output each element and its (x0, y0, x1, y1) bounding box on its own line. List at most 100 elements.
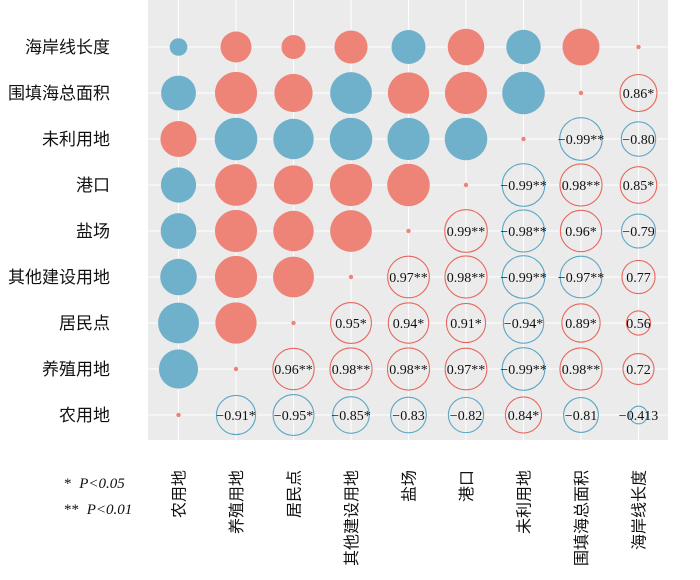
correlation-label: 0.99** (447, 225, 486, 240)
correlation-bubble (158, 302, 199, 344)
row-label: 农用地 (59, 406, 110, 426)
correlation-bubble (348, 274, 354, 280)
correlation-bubble (521, 136, 526, 142)
correlation-label: −0.81 (565, 409, 597, 424)
correlation-label: 0.77 (626, 271, 651, 286)
correlation-bubble (169, 38, 188, 56)
correlation-bubble (233, 366, 239, 372)
legend-mark-1: * (64, 476, 72, 492)
correlation-ring (386, 347, 431, 391)
correlation-bubble (214, 255, 258, 299)
correlation-ring (272, 347, 315, 391)
significance-legend: * P<0.05 ** P<0.01 (64, 476, 132, 518)
correlation-label: 0.89* (565, 317, 597, 332)
correlation-label: −0.83 (392, 409, 424, 424)
correlation-label: −0.82 (450, 409, 482, 424)
correlation-ring (621, 259, 656, 295)
correlation-bubble (214, 71, 258, 115)
correlation-ring (619, 166, 658, 204)
row-label: 居民点 (59, 314, 110, 334)
cells-layer: 0.86* −0.99** −0.80 −0.99** 0.98** 0.85* 0.99*… (158, 28, 658, 436)
correlation-label: 0.95* (335, 317, 367, 332)
row-label: 海岸线长度 (25, 38, 110, 58)
correlation-bubble (214, 209, 258, 253)
correlation-bubble (329, 117, 373, 161)
row-label: 围填海总面积 (8, 84, 110, 104)
column-label: 围填海总面积 (572, 470, 591, 566)
correlation-ring (501, 347, 546, 391)
column-labels: 农用地 养殖用地 居民点 其他建设用地 盐场 港口 未利用地 围填海总面积 海岸线长度 (170, 470, 649, 566)
legend-text-1: P<0.05 (78, 476, 125, 492)
column-label: 未利用地 (515, 470, 534, 534)
correlation-bubble (220, 31, 252, 63)
correlation-label: −0.97** (558, 271, 604, 286)
correlation-bubble (329, 163, 373, 207)
correlation-bubble (176, 412, 181, 418)
correlation-label: −0.94* (504, 317, 543, 332)
correlation-ring (501, 209, 546, 253)
correlation-ring (502, 302, 545, 344)
correlation-label: −0.99** (558, 133, 604, 148)
correlation-ring (629, 405, 648, 425)
correlation-ring (501, 163, 546, 207)
correlation-ring (501, 255, 546, 299)
correlation-label: −0.99** (500, 271, 546, 286)
correlation-label: 0.85* (623, 179, 655, 194)
correlation-bubble (578, 90, 584, 96)
correlation-ring (272, 394, 315, 436)
correlation-ring (447, 396, 485, 434)
row-label: 盐场 (76, 222, 110, 242)
row-label: 其他建设用地 (8, 268, 110, 288)
correlation-ring (390, 396, 427, 434)
correlation-label: 0.86* (623, 87, 655, 102)
correlation-label: 0.91* (450, 317, 482, 332)
correlation-ring (625, 310, 652, 336)
correlation-bubble (273, 165, 314, 205)
correlation-bubble (160, 167, 197, 203)
correlation-label: −0.80 (622, 133, 654, 148)
legend-line-1: * P<0.05 (64, 476, 125, 492)
correlation-label: −0.99** (500, 179, 546, 194)
correlation-ring (559, 117, 603, 161)
correlation-label: 0.94* (393, 317, 425, 332)
correlation-bubble (281, 34, 306, 60)
correlation-bubble (273, 256, 314, 298)
column-label: 居民点 (285, 470, 304, 518)
correlation-bubble (160, 213, 197, 249)
correlation-label: 0.98** (389, 363, 428, 378)
correlation-ring (561, 303, 601, 343)
correlation-label: 0.98** (447, 271, 486, 286)
correlation-ring (563, 397, 599, 433)
correlation-bubble (274, 73, 313, 113)
correlation-ring (620, 213, 657, 249)
column-label: 港口 (457, 470, 476, 502)
correlation-ring (620, 121, 657, 157)
correlation-bubble (158, 349, 199, 389)
column-label: 盐场 (400, 470, 419, 502)
correlation-label: 0.72 (626, 363, 651, 378)
correlation-label: 0.98** (332, 363, 371, 378)
legend-text-2: P<0.01 (86, 502, 133, 518)
column-label: 海岸线长度 (630, 470, 649, 550)
correlation-bubble (387, 117, 430, 161)
correlation-bubble (330, 210, 372, 252)
correlation-bubble (161, 75, 196, 111)
correlation-ring (559, 347, 603, 391)
correlation-label: −0.91* (216, 409, 255, 424)
correlation-ring (444, 209, 488, 253)
correlation-bubble (387, 163, 430, 207)
correlation-bubble (562, 28, 600, 66)
correlation-ring (215, 394, 257, 436)
correlation-bubble (291, 320, 296, 326)
legend-line-2: ** P<0.01 (64, 502, 132, 518)
correlation-ring (504, 396, 543, 434)
correlation-label: 0.98** (562, 179, 601, 194)
correlation-label: 0.96** (274, 363, 313, 378)
correlation-label: −0.98** (500, 225, 546, 240)
correlation-label: −0.95* (274, 409, 313, 424)
correlation-bubble (636, 44, 641, 50)
correlation-bubble (391, 30, 426, 64)
correlation-bubble (334, 30, 368, 64)
